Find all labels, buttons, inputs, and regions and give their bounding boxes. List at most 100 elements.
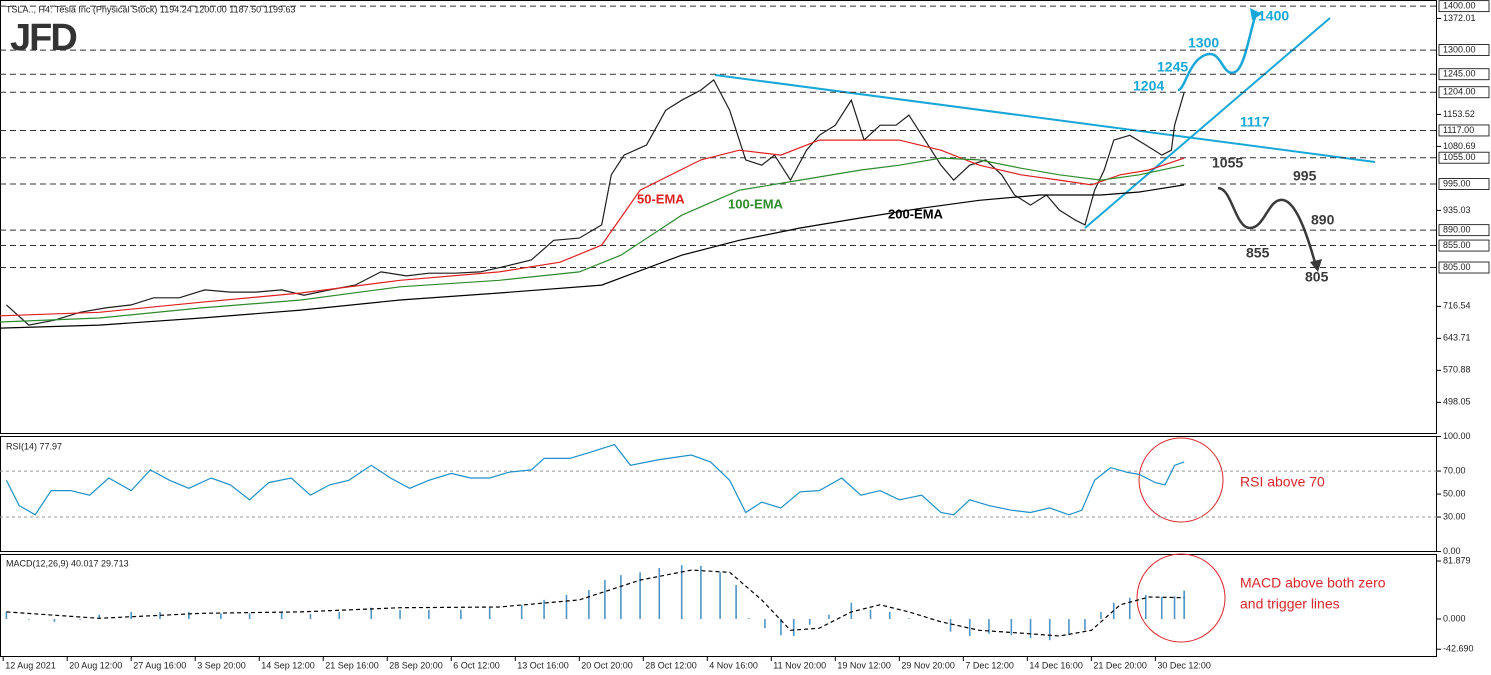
y-tick-label: 70.00: [1443, 465, 1466, 475]
level-label-box: [1438, 261, 1490, 274]
histogram-bar: [780, 618, 782, 636]
level-label-box: [1438, 224, 1490, 237]
histogram-bar: [828, 614, 830, 619]
y-tick-label: 716.54: [1443, 301, 1471, 311]
level-label: 1117.00: [1443, 125, 1474, 135]
price-title: TSLA.., H4: Tesla Inc (Physical Stock) 1…: [6, 4, 296, 14]
histogram-bar: [1183, 590, 1185, 619]
histogram-bar: [248, 613, 251, 619]
y-tick-label: 1372.01: [1443, 13, 1476, 23]
x-tick-label: 14 Sep 12:00: [261, 660, 315, 670]
x-tick-label: 3 Sep 20:00: [197, 660, 246, 670]
histogram-bar: [639, 572, 641, 619]
histogram-bar: [869, 609, 872, 619]
macd-panel: [0, 554, 1437, 657]
price-panel: [0, 0, 1437, 434]
histogram-bar: [735, 585, 737, 619]
scenario-label: 1117: [1240, 114, 1270, 130]
series-label: 200-EMA: [888, 206, 944, 221]
histogram-bar: [700, 565, 702, 619]
x-tick-label: 20 Aug 12:00: [69, 660, 122, 670]
y-tick-label: 643.71: [1443, 333, 1471, 343]
level-label-box: [1438, 0, 1490, 13]
bullish-path: [1177, 13, 1258, 92]
histogram-bar: [1173, 596, 1176, 619]
rsi-panel: [0, 436, 1437, 552]
series-line: [5, 78, 1185, 326]
scenario-label: 890: [1311, 212, 1335, 228]
histogram-bar: [1048, 618, 1051, 641]
level-label: 1400.00: [1443, 1, 1476, 11]
series-line: [0, 184, 1185, 329]
x-tick-label: 20 Oct 20:00: [581, 660, 633, 670]
series-label: 100-EMA: [728, 196, 784, 211]
level-label: 1055.00: [1443, 152, 1476, 162]
histogram-bar: [658, 568, 661, 619]
x-tick-label: 6 Oct 12:00: [453, 660, 500, 670]
scenario-label: 1300: [1188, 35, 1219, 51]
histogram-bar: [399, 609, 401, 619]
scenario-label: 1055: [1212, 155, 1243, 171]
histogram-bar: [220, 613, 222, 619]
macd-title: MACD(12,26,9) 40.017 29.713: [6, 558, 129, 568]
macd-annotation: MACD above both zero: [1240, 575, 1386, 591]
histogram-bar: [1160, 597, 1163, 619]
histogram-bar: [338, 611, 341, 619]
histogram-bar: [520, 604, 523, 619]
x-tick-label: 13 Oct 16:00: [517, 660, 569, 670]
macd-annotation: and trigger lines: [1240, 596, 1340, 612]
histogram-bar: [543, 599, 545, 619]
histogram-bar: [764, 618, 766, 629]
histogram-bar: [949, 618, 952, 632]
x-tick-label: 21 Dec 20:00: [1093, 660, 1147, 670]
histogram-bar: [159, 611, 161, 619]
x-tick-label: 4 Nov 16:00: [709, 660, 758, 670]
y-tick-label: 0.000: [1443, 613, 1466, 623]
scenario-label: 1400: [1258, 8, 1289, 24]
series-line: [6, 569, 1185, 637]
histogram-bar: [460, 609, 462, 619]
scenario-label: 805: [1305, 269, 1329, 285]
y-tick-label: 1153.52: [1443, 109, 1475, 119]
scenario-label: 1245: [1157, 59, 1188, 75]
histogram-bar: [1144, 594, 1147, 619]
level-label-box: [1438, 68, 1490, 81]
level-label: 1245.00: [1443, 69, 1476, 79]
histogram-bar: [488, 607, 491, 619]
level-label-box: [1438, 44, 1490, 56]
x-tick-label: 21 Sep 16:00: [325, 660, 379, 670]
x-tick-label: 28 Sep 20:00: [389, 660, 443, 670]
x-tick-label: 30 Dec 12:00: [1157, 660, 1211, 670]
x-tick-label: 27 Aug 16:00: [133, 660, 186, 670]
level-label: 890.00: [1443, 225, 1471, 235]
histogram-bar: [1128, 597, 1131, 619]
level-label-box: [1438, 86, 1490, 99]
histogram-bar: [968, 618, 971, 636]
x-tick-label: 29 Nov 20:00: [901, 660, 955, 670]
histogram-bar: [888, 611, 891, 619]
histogram-bar: [1100, 611, 1102, 619]
histogram-bar: [604, 580, 606, 619]
y-tick-label: 30.00: [1443, 511, 1466, 521]
histogram-bar: [792, 618, 795, 636]
macd-highlight: [1136, 553, 1226, 643]
histogram-bar: [188, 611, 190, 619]
level-label: 1300.00: [1443, 44, 1476, 54]
level-label: 1204.00: [1443, 87, 1476, 97]
y-tick-label: 570.88: [1443, 365, 1471, 375]
histogram-bar: [620, 575, 622, 619]
series-line: [0, 157, 1185, 323]
x-tick-label: 11 Nov 20:00: [773, 660, 826, 670]
histogram-bar: [28, 618, 30, 620]
level-label-box: [1438, 124, 1490, 137]
downtrend-line: [714, 74, 1376, 163]
histogram-bar: [79, 618, 81, 620]
histogram-bar: [1068, 618, 1070, 636]
histogram-bar: [53, 618, 56, 622]
series-line: [0, 139, 1185, 317]
x-tick-label: 19 Nov 12:00: [837, 660, 891, 670]
histogram-bar: [588, 589, 590, 619]
level-label: 995.00: [1443, 178, 1471, 188]
